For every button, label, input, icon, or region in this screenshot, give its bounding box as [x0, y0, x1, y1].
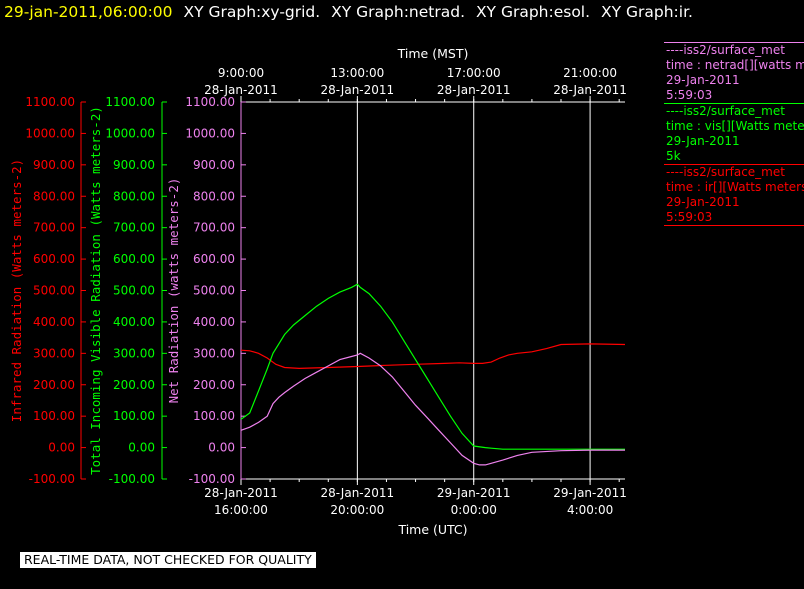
y-axis-title-vis: Total Incoming Visible Radiation (Watts … — [88, 106, 103, 475]
x-tick-time: 16:00:00 — [214, 503, 268, 517]
legend-source: ----iss2/surface_met — [666, 104, 785, 118]
y-tick-label-netrad: 1000.00 — [185, 126, 235, 140]
x-top-tick-date: 28-Jan-2011 — [553, 83, 627, 97]
y-tick-label-ir: 900.00 — [33, 158, 75, 172]
y-tick-label-vis: 400.00 — [113, 315, 155, 329]
series-line-vis — [240, 283, 625, 450]
graph-title-ir: XY Graph:ir. — [600, 3, 693, 21]
y-tick-label-ir: 100.00 — [33, 409, 75, 423]
x-axis-title: Time (UTC) — [397, 522, 467, 537]
y-tick-label-ir: 600.00 — [33, 252, 75, 266]
legend-source: ----iss2/surface_met — [666, 165, 785, 179]
y-tick-label-vis: 500.00 — [113, 284, 155, 298]
header: 29-jan-2011,06:00:00 XY Graph:xy-grid. X… — [4, 3, 693, 21]
x-tick-date: 29-Jan-2011 — [437, 486, 511, 500]
y-tick-label-vis: 800.00 — [113, 189, 155, 203]
y-tick-label-netrad: 300.00 — [193, 346, 235, 360]
legend-label: time : netrad[][watts me — [666, 58, 804, 72]
x-tick-date: 28-Jan-2011 — [204, 486, 278, 500]
y-tick-label-vis: 0.00 — [128, 441, 155, 455]
legend-time: 5k — [666, 149, 681, 163]
legend-label: time : vis[][Watts mete — [666, 119, 804, 133]
x-top-tick-time: 21:00:00 — [563, 66, 617, 80]
y-tick-label-netrad: 200.00 — [193, 378, 235, 392]
top-axis-title: Time (MST) — [397, 46, 469, 61]
legend-date: 29-Jan-2011 — [666, 73, 740, 87]
y-tick-label-ir: 0.00 — [48, 441, 75, 455]
y-tick-label-ir: 1000.00 — [25, 126, 75, 140]
y-tick-label-vis: 1000.00 — [105, 126, 155, 140]
x-tick-date: 29-Jan-2011 — [553, 486, 627, 500]
x-tick-time: 20:00:00 — [330, 503, 384, 517]
legend: ----iss2/surface_met time : netrad[][wat… — [664, 42, 804, 226]
legend-time: 5:59:03 — [666, 88, 713, 102]
y-tick-label-ir: 400.00 — [33, 315, 75, 329]
quality-warning: REAL-TIME DATA, NOT CHECKED FOR QUALITY — [20, 552, 316, 568]
x-tick-time: 4:00:00 — [567, 503, 613, 517]
x-top-tick-time: 17:00:00 — [447, 66, 501, 80]
y-tick-label-netrad: 400.00 — [193, 315, 235, 329]
y-axis-title-ir: Infrared Radiation (Watts meters-2) — [9, 159, 24, 422]
legend-date: 29-Jan-2011 — [666, 195, 740, 209]
legend-source: ----iss2/surface_met — [666, 43, 785, 57]
series-line-ir — [240, 343, 626, 370]
x-tick-time: 0:00:00 — [451, 503, 497, 517]
y-tick-label-ir: 800.00 — [33, 189, 75, 203]
y-tick-label-ir: -100.00 — [29, 472, 75, 486]
graph-title-xy-grid: XY Graph:xy-grid. — [183, 3, 321, 21]
x-top-tick-time: 9:00:00 — [218, 66, 264, 80]
y-tick-label-vis: 200.00 — [113, 378, 155, 392]
graph-title-netrad: XY Graph:netrad. — [331, 3, 465, 21]
y-axis-title-netrad: Net Radiation (watts meters-2) — [166, 178, 181, 404]
y-tick-label-ir: 1100.00 — [25, 95, 75, 109]
x-top-tick-date: 28-Jan-2011 — [437, 83, 511, 97]
legend-date: 29-Jan-2011 — [666, 134, 740, 148]
y-tick-label-vis: 600.00 — [113, 252, 155, 266]
y-tick-label-ir: 500.00 — [33, 284, 75, 298]
y-tick-label-netrad: 800.00 — [193, 189, 235, 203]
y-tick-label-vis: 300.00 — [113, 346, 155, 360]
y-tick-label-netrad: 0.00 — [208, 441, 235, 455]
y-tick-label-vis: 100.00 — [113, 409, 155, 423]
y-tick-label-vis: 700.00 — [113, 221, 155, 235]
y-tick-label-ir: 300.00 — [33, 346, 75, 360]
y-tick-label-netrad: -100.00 — [189, 472, 235, 486]
legend-entry-vis: ----iss2/surface_met time : vis[][Watts … — [664, 103, 804, 164]
x-tick-date: 28-Jan-2011 — [321, 486, 395, 500]
y-tick-label-netrad: 600.00 — [193, 252, 235, 266]
legend-entry-netrad: ----iss2/surface_met time : netrad[][wat… — [664, 42, 804, 103]
y-tick-label-vis: -100.00 — [109, 472, 155, 486]
x-top-tick-date: 28-Jan-2011 — [321, 83, 395, 97]
y-tick-label-ir: 200.00 — [33, 378, 75, 392]
y-tick-label-netrad: 700.00 — [193, 221, 235, 235]
legend-label: time : ir[][Watts meters — [666, 180, 804, 194]
x-top-tick-date: 28-Jan-2011 — [204, 83, 278, 97]
timestamp: 29-jan-2011,06:00:00 — [4, 3, 173, 21]
y-tick-label-netrad: 100.00 — [193, 409, 235, 423]
legend-entry-ir: ----iss2/surface_met time : ir[][Watts m… — [664, 164, 804, 226]
y-tick-label-vis: 1100.00 — [105, 95, 155, 109]
y-tick-label-ir: 700.00 — [33, 221, 75, 235]
y-tick-label-netrad: 500.00 — [193, 284, 235, 298]
legend-time: 5:59:03 — [666, 210, 713, 224]
y-tick-label-vis: 900.00 — [113, 158, 155, 172]
y-tick-label-netrad: 900.00 — [193, 158, 235, 172]
graph-title-esol: XY Graph:esol. — [475, 3, 591, 21]
x-top-tick-time: 13:00:00 — [330, 66, 384, 80]
series-line-netrad — [240, 352, 625, 466]
y-tick-label-netrad: 1100.00 — [185, 95, 235, 109]
